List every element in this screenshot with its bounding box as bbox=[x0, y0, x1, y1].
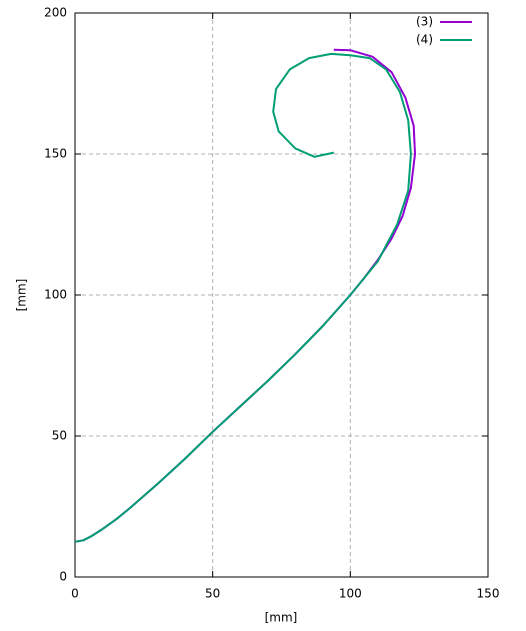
y-tick-label: 50 bbox=[52, 429, 67, 443]
y-tick-label: 0 bbox=[59, 570, 67, 584]
y-tick-label: 200 bbox=[44, 6, 67, 20]
x-axis-label: [mm] bbox=[265, 611, 298, 625]
legend-label: (4) bbox=[416, 33, 433, 47]
x-tick-label: 0 bbox=[71, 587, 79, 601]
series-line bbox=[74, 52, 412, 543]
plot-border bbox=[74, 12, 489, 578]
series-line bbox=[74, 48, 416, 543]
y-tick-label: 150 bbox=[44, 147, 67, 161]
legend-label: (3) bbox=[416, 15, 433, 29]
x-tick-label: 50 bbox=[205, 587, 220, 601]
y-tick-label: 100 bbox=[44, 288, 67, 302]
x-tick-label: 150 bbox=[477, 587, 500, 601]
y-axis-label: [mm] bbox=[15, 279, 29, 312]
x-tick-label: 100 bbox=[339, 587, 362, 601]
